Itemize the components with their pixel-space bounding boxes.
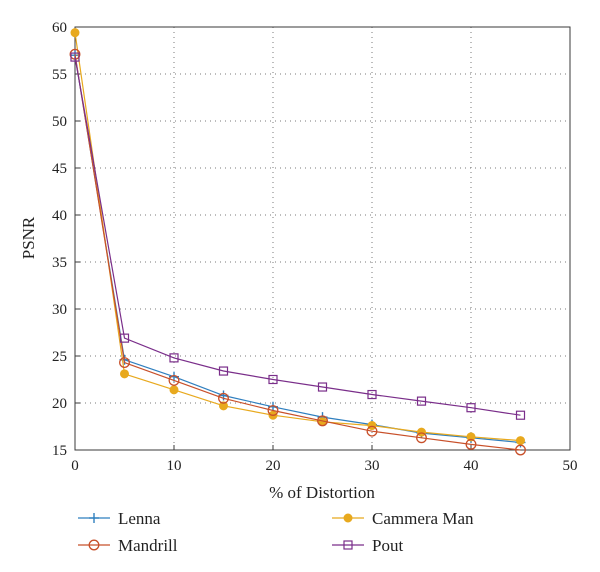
legend-marker-mandrill — [88, 539, 100, 551]
data-point-mandrill — [267, 405, 279, 416]
x-tick-label: 10 — [167, 458, 182, 474]
grid-lines — [75, 27, 570, 450]
data-point-mandrill — [465, 438, 477, 450]
x-tick-label: 20 — [266, 458, 281, 474]
y-tick-label: 40 — [52, 208, 67, 224]
legend-marker-pout — [343, 540, 353, 550]
series-line-mandrill — [74, 54, 521, 451]
y-tick-label: 25 — [52, 349, 67, 365]
data-point-mandrill — [218, 392, 229, 404]
data-point-cammera-man — [516, 436, 525, 446]
y-axis-ticks: 15 20 25 30 35 40 45 50 55 60 — [52, 20, 80, 459]
legend-item-mandrill: Mandrill — [78, 536, 178, 555]
data-point-pout — [218, 366, 229, 376]
legend-item-lenna: Lenna — [78, 509, 161, 528]
data-point-pout — [169, 353, 179, 363]
series-layer — [69, 28, 526, 456]
series-pout — [70, 52, 526, 420]
series-mandrill — [69, 48, 526, 456]
legend-label: Cammera Man — [372, 509, 474, 528]
series-lenna — [70, 50, 526, 448]
data-point-mandrill — [366, 425, 378, 437]
legend-item-cammera-man: Cammera Man — [332, 509, 474, 528]
series-cammera-man — [70, 28, 525, 446]
y-tick-label: 30 — [52, 302, 67, 318]
data-point-cammera-man — [466, 432, 476, 442]
legend-label: Pout — [372, 536, 403, 555]
data-point-cammera-man — [417, 427, 426, 437]
y-tick-label: 55 — [52, 67, 67, 83]
y-tick-label: 50 — [52, 114, 67, 130]
legend-label: Lenna — [118, 509, 161, 528]
data-point-mandrill — [515, 444, 526, 456]
x-tick-label: 40 — [464, 458, 479, 474]
data-point-pout — [317, 382, 328, 392]
legend: Lenna Cammera Man Mandrill Pout — [78, 509, 474, 555]
data-point-cammera-man — [169, 385, 179, 395]
x-axis-title: % of Distortion — [269, 483, 375, 502]
data-point-pout — [119, 333, 130, 343]
data-point-mandrill — [317, 415, 328, 427]
x-tick-label: 50 — [563, 458, 578, 474]
data-point-cammera-man — [70, 28, 80, 38]
data-point-pout — [70, 52, 80, 62]
x-axis-ticks: 0 10 20 30 40 50 — [71, 445, 578, 474]
series-line-cammera-man — [74, 32, 521, 442]
y-tick-label: 20 — [52, 396, 67, 412]
data-point-mandrill — [119, 357, 130, 369]
y-tick-label: 60 — [52, 20, 67, 36]
x-tick-label: 30 — [365, 458, 380, 474]
series-line-pout — [74, 56, 521, 416]
data-point-pout — [416, 396, 427, 406]
data-point-pout — [466, 403, 476, 413]
data-point-cammera-man — [367, 421, 377, 431]
legend-item-pout: Pout — [332, 536, 403, 555]
plot-frame — [74, 26, 571, 451]
y-tick-label: 15 — [52, 443, 67, 459]
y-tick-label: 35 — [52, 255, 67, 271]
data-point-cammera-man — [120, 369, 129, 379]
data-point-pout — [515, 410, 526, 420]
legend-marker-cammera-man — [343, 513, 353, 523]
legend-label: Mandrill — [118, 536, 178, 555]
series-line-lenna — [74, 55, 521, 444]
legend-marker-lenna — [89, 513, 99, 523]
y-axis-title: PSNR — [19, 216, 38, 259]
data-point-cammera-man — [219, 401, 228, 411]
x-tick-label: 0 — [71, 458, 79, 474]
data-point-mandrill — [168, 374, 180, 386]
y-tick-label: 45 — [52, 161, 67, 177]
data-point-pout — [268, 374, 278, 385]
data-point-pout — [367, 389, 377, 400]
data-point-mandrill — [416, 432, 427, 444]
